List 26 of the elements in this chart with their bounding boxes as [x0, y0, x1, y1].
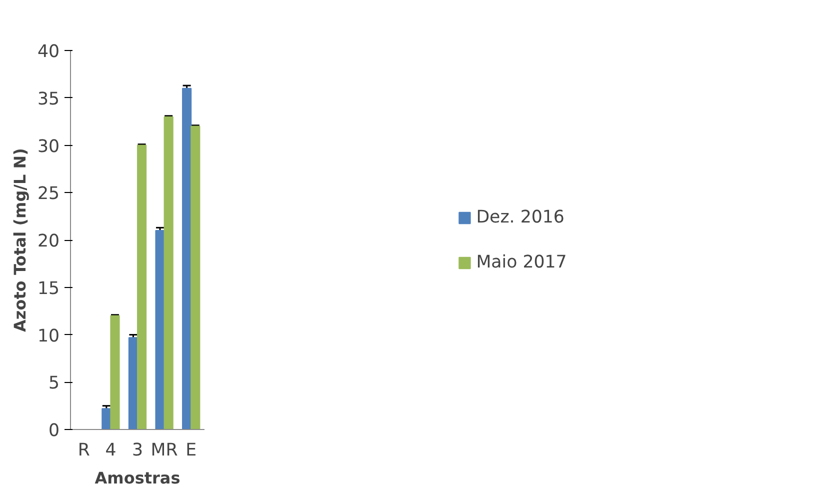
- y-tick-label: 35: [37, 89, 60, 110]
- y-tick-label: 25: [37, 184, 60, 204]
- bar: [190, 126, 200, 430]
- bar: [102, 408, 112, 430]
- x-tick-label: 3: [132, 440, 144, 460]
- y-tick-label: 0: [48, 421, 60, 441]
- legend-label: Dez. 2016: [476, 207, 564, 227]
- x-tick-label: E: [186, 440, 197, 460]
- bar: [110, 315, 120, 430]
- legend-label: Maio 2017: [476, 252, 567, 272]
- y-tick-label: 20: [37, 232, 60, 252]
- bar: [137, 144, 147, 430]
- bar: [128, 337, 138, 430]
- y-tick-label: 5: [48, 374, 60, 394]
- x-tick-label: R: [78, 440, 90, 460]
- y-tick-label: 30: [37, 136, 60, 157]
- y-tick-label: 10: [37, 326, 60, 346]
- x-tick-label: 4: [105, 440, 116, 460]
- bar: [182, 88, 192, 430]
- bar: [164, 116, 174, 430]
- bar: [155, 230, 165, 430]
- y-tick-label: 40: [37, 42, 60, 62]
- y-axis-title: Azoto Total (mg/L N): [10, 148, 30, 332]
- x-tick-label: MR: [150, 440, 178, 460]
- y-tick-label: 15: [37, 278, 60, 299]
- x-axis-title: Amostras: [94, 468, 180, 488]
